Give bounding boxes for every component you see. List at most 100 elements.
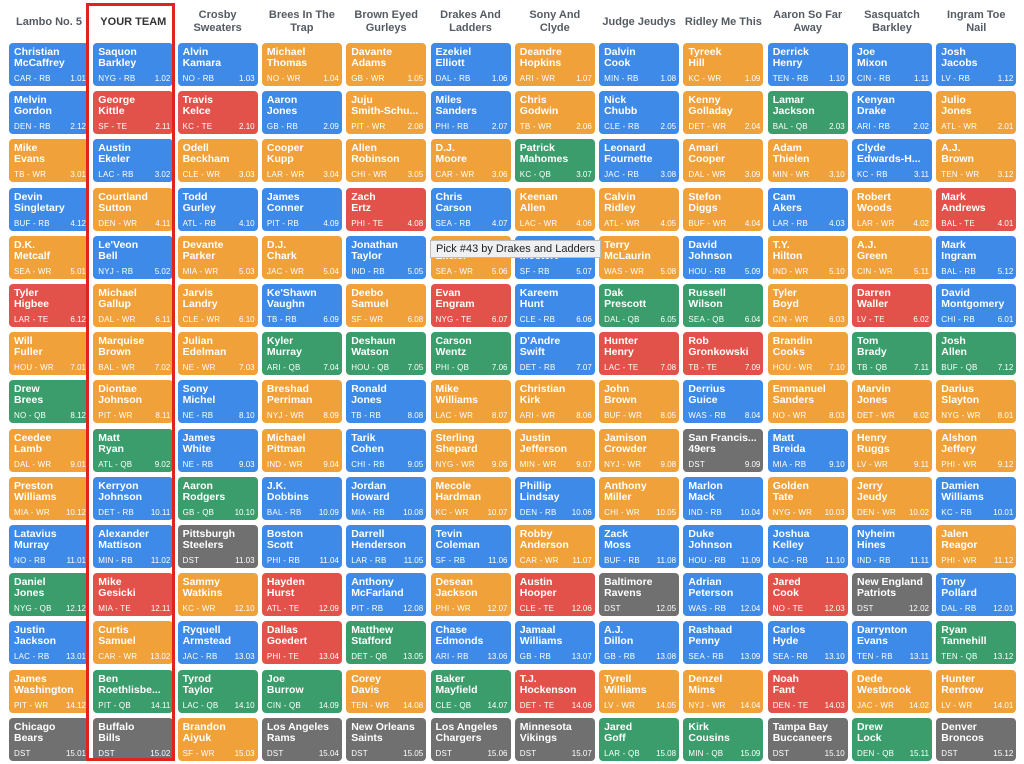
- pick-cell[interactable]: Kareem Hunt CLE - RB 6.06: [514, 284, 595, 327]
- pick-cell[interactable]: Zack Moss BUF - RB 11.08: [599, 525, 680, 568]
- pick-cell[interactable]: Tevin Coleman SF - RB 11.06: [430, 525, 511, 568]
- pick-cell[interactable]: Cam Akers LAR - RB 4.03: [767, 187, 848, 231]
- team-name[interactable]: Aaron So Far Away: [773, 9, 843, 34]
- team-name[interactable]: Judge Jeudys: [602, 15, 676, 28]
- pick-cell[interactable]: Terry McLaurin WAS - WR 5.08: [599, 235, 680, 279]
- pick-cell[interactable]: Desean Jackson PHI - WR 12.07: [430, 573, 511, 617]
- pick-cell[interactable]: Mecole Hardman KC - WR 10.07: [430, 476, 511, 520]
- pick-cell[interactable]: Cooper Kupp LAR - WR 3.04: [261, 139, 342, 183]
- pick-cell[interactable]: Kenyan Drake ARI - RB 2.02: [852, 91, 932, 135]
- pick-cell[interactable]: Todd Gurley ATL - RB 4.10: [177, 187, 258, 231]
- pick-cell[interactable]: Latavius Murray NO - RB 11.01: [9, 525, 89, 568]
- pick-cell[interactable]: Michael Pittman IND - WR 9.04: [261, 428, 342, 472]
- team-name[interactable]: Ingram Toe Nail: [947, 9, 1006, 34]
- pick-cell[interactable]: New England Patriots DST 12.02: [852, 573, 932, 617]
- pick-cell[interactable]: Alvin Kamara NO - RB 1.03: [177, 43, 258, 86]
- pick-cell[interactable]: Ceedee Lamb DAL - WR 9.01: [9, 428, 89, 472]
- pick-cell[interactable]: Derrius Guice WAS - RB 8.04: [683, 380, 764, 424]
- pick-cell[interactable]: Anthony McFarland PIT - RB 12.08: [346, 573, 427, 617]
- pick-cell[interactable]: Brandin Cooks HOU - WR 7.10: [767, 332, 848, 376]
- pick-cell[interactable]: Ben Roethlisbe... PIT - QB 14.11: [93, 669, 174, 713]
- pick-cell[interactable]: Marvin Jones DET - WR 8.02: [852, 380, 932, 424]
- pick-cell[interactable]: Mike Gesicki MIA - TE 12.11: [93, 573, 174, 617]
- pick-cell[interactable]: Drew Lock DEN - QB 15.11: [852, 717, 932, 761]
- pick-cell[interactable]: A.J. Green CIN - WR 5.11: [852, 235, 932, 279]
- pick-cell[interactable]: San Francis... 49ers DST 9.09: [683, 428, 764, 472]
- pick-cell[interactable]: Melvin Gordon DEN - RB 2.12: [9, 91, 89, 135]
- team-name[interactable]: YOUR TEAM: [100, 15, 167, 28]
- pick-cell[interactable]: Tyler Boyd CIN - WR 6.03: [767, 284, 848, 327]
- pick-cell[interactable]: Pittsburgh Steelers DST 11.03: [177, 525, 258, 568]
- pick-cell[interactable]: Matt Breida MIA - RB 9.10: [767, 428, 848, 472]
- pick-cell[interactable]: Jarvis Landry CLE - WR 6.10: [177, 284, 258, 327]
- pick-cell[interactable]: D.J. Chark JAC - WR 5.04: [261, 235, 342, 279]
- pick-cell[interactable]: Julian Edelman NE - WR 7.03: [177, 332, 258, 376]
- pick-cell[interactable]: D.K. Metcalf SEA - WR 5.01: [9, 235, 89, 279]
- pick-cell[interactable]: Sony Michel NE - RB 8.10: [177, 380, 258, 424]
- pick-cell[interactable]: Matt Ryan ATL - QB 9.02: [93, 428, 174, 472]
- pick-cell[interactable]: Zach Ertz PHI - TE 4.08: [346, 187, 427, 231]
- pick-cell[interactable]: Chris Godwin TB - WR 2.06: [514, 91, 595, 135]
- pick-cell[interactable]: D.J. Moore CAR - WR 3.06: [430, 139, 511, 183]
- pick-cell[interactable]: D'Andre Swift DET - RB 7.07: [514, 332, 595, 376]
- pick-cell[interactable]: Adrian Peterson WAS - RB 12.04: [683, 573, 764, 617]
- pick-cell[interactable]: Austin Ekeler LAC - RB 3.02: [93, 139, 174, 183]
- pick-cell[interactable]: Will Fuller HOU - WR 7.01: [9, 332, 89, 376]
- team-name[interactable]: Brees In The Trap: [268, 9, 335, 34]
- pick-cell[interactable]: Juju Smith-Schu... PIT - WR 2.08: [346, 91, 427, 135]
- pick-cell[interactable]: Tarik Cohen CHI - RB 9.05: [346, 428, 427, 472]
- pick-cell[interactable]: Deshaun Watson HOU - QB 7.05: [346, 332, 427, 376]
- pick-cell[interactable]: Evan Engram NYG - TE 6.07: [430, 284, 511, 327]
- pick-cell[interactable]: Josh Jacobs LV - RB 1.12: [936, 43, 1017, 86]
- team-name[interactable]: Lambo No. 5: [15, 15, 82, 28]
- pick-cell[interactable]: Michael Thomas NO - WR 1.04: [261, 43, 342, 86]
- pick-cell[interactable]: Chicago Bears DST 15.01: [9, 717, 89, 761]
- pick-cell[interactable]: Minnesota Vikings DST 15.07: [514, 717, 595, 761]
- pick-cell[interactable]: J.K. Dobbins BAL - RB 10.09: [261, 476, 342, 520]
- pick-cell[interactable]: Aaron Jones GB - RB 2.09: [261, 91, 342, 135]
- pick-cell[interactable]: Tyrod Taylor LAC - QB 14.10: [177, 669, 258, 713]
- pick-cell[interactable]: Tom Brady TB - QB 7.11: [852, 332, 932, 376]
- pick-cell[interactable]: A.J. Dillon GB - RB 13.08: [599, 621, 680, 665]
- pick-cell[interactable]: Corey Davis TEN - WR 14.08: [346, 669, 427, 713]
- pick-cell[interactable]: Joe Burrow CIN - QB 14.09: [261, 669, 342, 713]
- pick-cell[interactable]: Drew Brees NO - QB 8.12: [9, 380, 89, 424]
- pick-cell[interactable]: Ryquell Armstead JAC - RB 13.03: [177, 621, 258, 665]
- pick-cell[interactable]: Jonathan Taylor IND - RB 5.05: [346, 235, 427, 279]
- pick-cell[interactable]: Calvin Ridley ATL - WR 4.05: [599, 187, 680, 231]
- pick-cell[interactable]: Chase Edmonds ARI - RB 13.06: [430, 621, 511, 665]
- team-name[interactable]: Brown Eyed Gurleys: [354, 9, 418, 34]
- pick-cell[interactable]: Lamar Jackson BAL - QB 2.03: [767, 91, 848, 135]
- pick-cell[interactable]: Joe Mixon CIN - RB 1.11: [852, 43, 932, 86]
- pick-cell[interactable]: Jamaal Williams GB - RB 13.07: [514, 621, 595, 665]
- pick-cell[interactable]: Derrick Henry TEN - RB 1.10: [767, 43, 848, 86]
- pick-cell[interactable]: Matthew Stafford DET - QB 13.05: [346, 621, 427, 665]
- pick-cell[interactable]: Tyler Higbee LAR - TE 6.12: [9, 284, 89, 327]
- pick-cell[interactable]: Jerry Jeudy DEN - WR 10.02: [852, 476, 932, 520]
- pick-cell[interactable]: Boston Scott PHI - RB 11.04: [261, 525, 342, 568]
- pick-cell[interactable]: Clyde Edwards-H... KC - RB 3.11: [852, 139, 932, 183]
- pick-cell[interactable]: Nick Chubb CLE - RB 2.05: [599, 91, 680, 135]
- pick-cell[interactable]: Diontae Johnson PIT - WR 8.11: [93, 380, 174, 424]
- pick-cell[interactable]: David Johnson HOU - RB 5.09: [683, 235, 764, 279]
- pick-cell[interactable]: Michael Gallup DAL - WR 6.11: [93, 284, 174, 327]
- pick-cell[interactable]: Leonard Fournette JAC - RB 3.08: [599, 139, 680, 183]
- pick-cell[interactable]: Jamison Crowder NYJ - WR 9.08: [599, 428, 680, 472]
- pick-cell[interactable]: James Conner PIT - RB 4.09: [261, 187, 342, 231]
- pick-cell[interactable]: Mike Evans TB - WR 3.01: [9, 139, 89, 183]
- pick-cell[interactable]: Hunter Renfrow LV - WR 14.01: [936, 669, 1017, 713]
- team-name[interactable]: Sony And Clyde: [529, 9, 581, 34]
- pick-cell[interactable]: Jalen Reagor PHI - WR 11.12: [936, 525, 1017, 568]
- pick-cell[interactable]: Mark Ingram BAL - RB 5.12: [936, 235, 1017, 279]
- pick-cell[interactable]: Patrick Mahomes KC - QB 3.07: [514, 139, 595, 183]
- pick-cell[interactable]: Josh Allen BUF - QB 7.12: [936, 332, 1017, 376]
- pick-cell[interactable]: Devin Singletary BUF - RB 4.12: [9, 187, 89, 231]
- pick-cell[interactable]: Ke'Shawn Vaughn TB - RB 6.09: [261, 284, 342, 327]
- pick-cell[interactable]: Dak Prescott DAL - QB 6.05: [599, 284, 680, 327]
- pick-cell[interactable]: Darius Slayton NYG - WR 8.01: [936, 380, 1017, 424]
- pick-cell[interactable]: Odell Beckham CLE - WR 3.03: [177, 139, 258, 183]
- pick-cell[interactable]: Mark Andrews BAL - TE 4.01: [936, 187, 1017, 231]
- pick-cell[interactable]: Darrynton Evans TEN - RB 13.11: [852, 621, 932, 665]
- pick-cell[interactable]: David Montgomery CHI - RB 6.01: [936, 284, 1017, 327]
- pick-cell[interactable]: Amari Cooper DAL - WR 3.09: [683, 139, 764, 183]
